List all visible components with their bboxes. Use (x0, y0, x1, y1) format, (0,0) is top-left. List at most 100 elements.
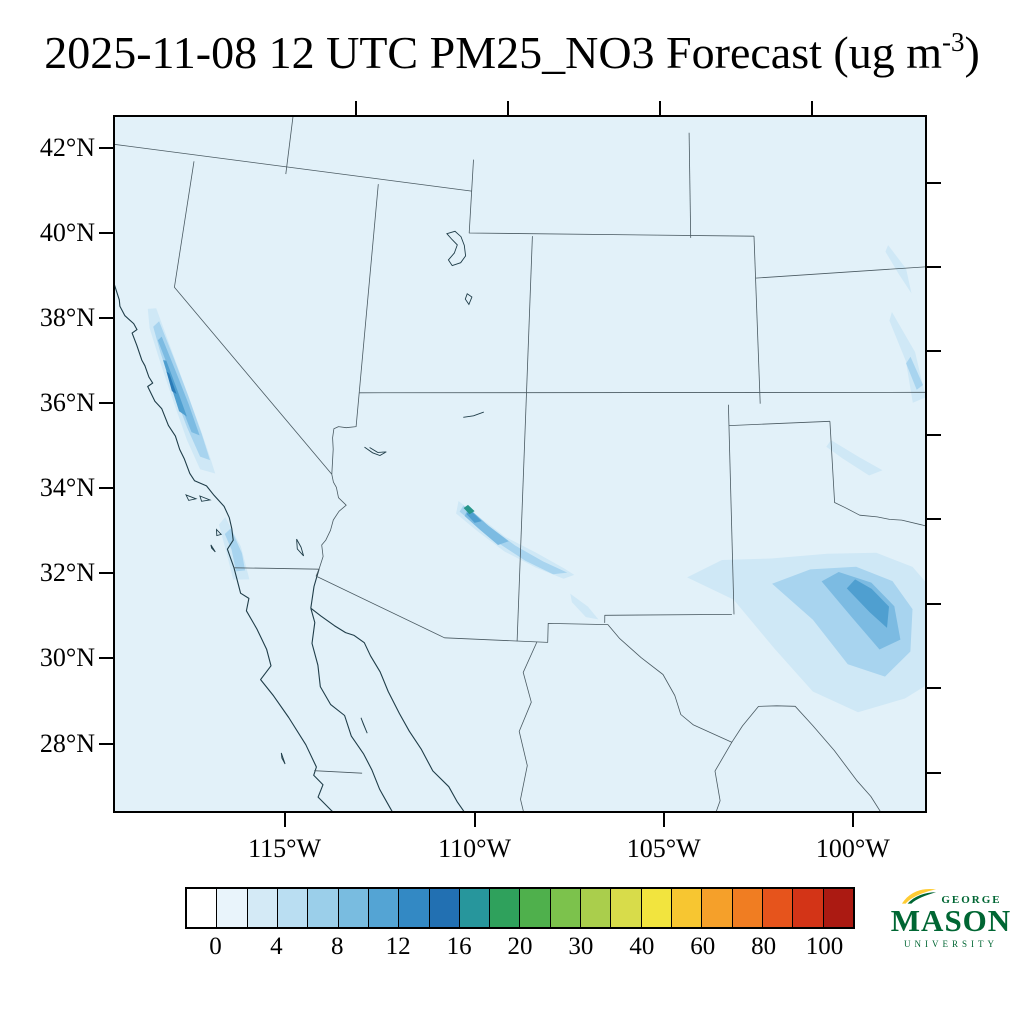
colorbar-cell (702, 889, 733, 927)
coastline-sonora-gulf (310, 607, 466, 813)
border-nevada-arizona (331, 392, 360, 475)
border-parallel-42n (113, 143, 472, 192)
border-new-mexico-texas (728, 404, 735, 615)
gmu-logo-mason: MASON (890, 903, 1012, 938)
lon-tick-bottom (283, 813, 286, 827)
lat-tick-right (927, 265, 941, 268)
gmu-logo: GEORGE MASON UNIVERSITY (886, 884, 1016, 949)
lon-tick-label: 100°W (815, 834, 890, 863)
colorbar-cell (550, 889, 582, 927)
colorbar-cell (823, 889, 853, 927)
lat-tick-right (927, 602, 941, 605)
lon-tick-bottom (851, 813, 854, 827)
gmu-swoosh-icon (902, 888, 937, 904)
gmu-logo-university: UNIVERSITY (904, 939, 998, 949)
colorbar-cell (429, 889, 460, 927)
border-utah-colorado (525, 236, 533, 404)
plume-central-valley-inner (157, 336, 200, 436)
map-frame (113, 115, 927, 813)
colorbar-cell (793, 889, 824, 927)
border-texas-west-jog (604, 614, 732, 623)
lat-tick-left (99, 657, 113, 660)
plume-central-valley-peak (166, 371, 177, 394)
lat-tick-right (927, 518, 941, 521)
colorbar-cell (277, 889, 309, 927)
lat-tick-label: 40°N (39, 217, 95, 247)
colorbar-cell (187, 889, 218, 927)
border-arizona-new-mexico (516, 403, 527, 642)
colorbar-cell (459, 889, 491, 927)
lon-tick-top (658, 101, 661, 115)
lat-tick-label: 38°N (39, 302, 95, 332)
border-california-nevada (174, 161, 333, 475)
colorbar-tick-label: 8 (331, 933, 344, 960)
plume-arizona-peak (463, 504, 475, 515)
lat-tick-right (927, 434, 941, 437)
forecast-map (113, 115, 927, 813)
lake-lake-mead (364, 446, 387, 456)
border-nevada-utah (358, 184, 379, 393)
border-kansas-nebraska-40n (755, 266, 927, 279)
colorbar-tick-label: 80 (751, 933, 777, 960)
plume-arizona-outer (456, 501, 575, 579)
colorbar (185, 887, 855, 929)
colorbar-cell (490, 889, 521, 927)
border-california-arizona-river (318, 474, 347, 570)
chart-title-text: 2025-11-08 12 UTC PM25_NO3 Forecast (ug … (44, 27, 942, 78)
border-wyoming-nebraska (688, 132, 692, 238)
colorbar-tick-label: 100 (805, 933, 844, 960)
lat-tick-right (927, 687, 941, 690)
plume-nebraska-edge (885, 245, 912, 294)
border-parallel-37n (359, 391, 927, 394)
colorbar-cell (611, 889, 642, 927)
lat-tick-label: 28°N (39, 729, 95, 759)
lon-tick-bottom (662, 813, 665, 827)
lat-tick-label: 42°N (39, 132, 95, 162)
lat-tick-left (99, 231, 113, 234)
lon-tick-top (810, 101, 813, 115)
colorbar-cell (217, 889, 248, 927)
colorbar-cell (247, 889, 278, 927)
island-angel-de-la-guarda (360, 717, 368, 734)
colorbar-cell (520, 889, 551, 927)
border-wyoming-south-41n (468, 159, 755, 237)
border-chihuahua-coahuila (714, 742, 733, 813)
chart-title-suffix: ) (964, 27, 980, 78)
plume-kansas-edge-inner (906, 356, 923, 390)
lat-tick-left (99, 572, 113, 575)
lon-tick-label: 110°W (438, 834, 512, 863)
plume-new-mexico-speck (570, 593, 599, 620)
lake-great-salt-lake (446, 230, 467, 267)
colorbar-cell (399, 889, 430, 927)
map-panel (113, 115, 927, 813)
island-santa-cruz (199, 495, 212, 502)
lat-tick-label: 36°N (39, 387, 95, 417)
chart-title-superscript: -3 (941, 27, 965, 57)
colorbar-cell (308, 889, 339, 927)
lon-tick-label: 115°W (248, 834, 322, 863)
map-background (113, 115, 927, 813)
lon-tick-top (354, 101, 357, 115)
colorbar-cell (338, 889, 369, 927)
island-san-clemente (210, 544, 216, 553)
colorbar-cell (368, 889, 400, 927)
border-baja-california-28n (314, 770, 363, 774)
coastline-california (113, 281, 235, 568)
colorbar-tick-label: 16 (446, 933, 472, 960)
coastline-colorado-river-delta (310, 569, 320, 609)
border-texas-oklahoma-red-river (829, 421, 927, 527)
island-cedros (280, 752, 286, 765)
lat-tick-right (927, 772, 941, 775)
lat-tick-label: 30°N (39, 643, 95, 673)
colorbar-tick-label: 4 (270, 933, 283, 960)
border-sonora-chihuahua (518, 641, 538, 813)
colorbar-cell (672, 889, 703, 927)
lake-utah-lake (464, 293, 473, 306)
lat-tick-left (99, 146, 113, 149)
lon-tick-top (507, 101, 510, 115)
colorbar-tick-label: 0 (209, 933, 222, 960)
lat-tick-left (99, 486, 113, 489)
border-oklahoma-panhandle-south (728, 420, 830, 426)
colorbar-tick-label: 40 (629, 933, 655, 960)
